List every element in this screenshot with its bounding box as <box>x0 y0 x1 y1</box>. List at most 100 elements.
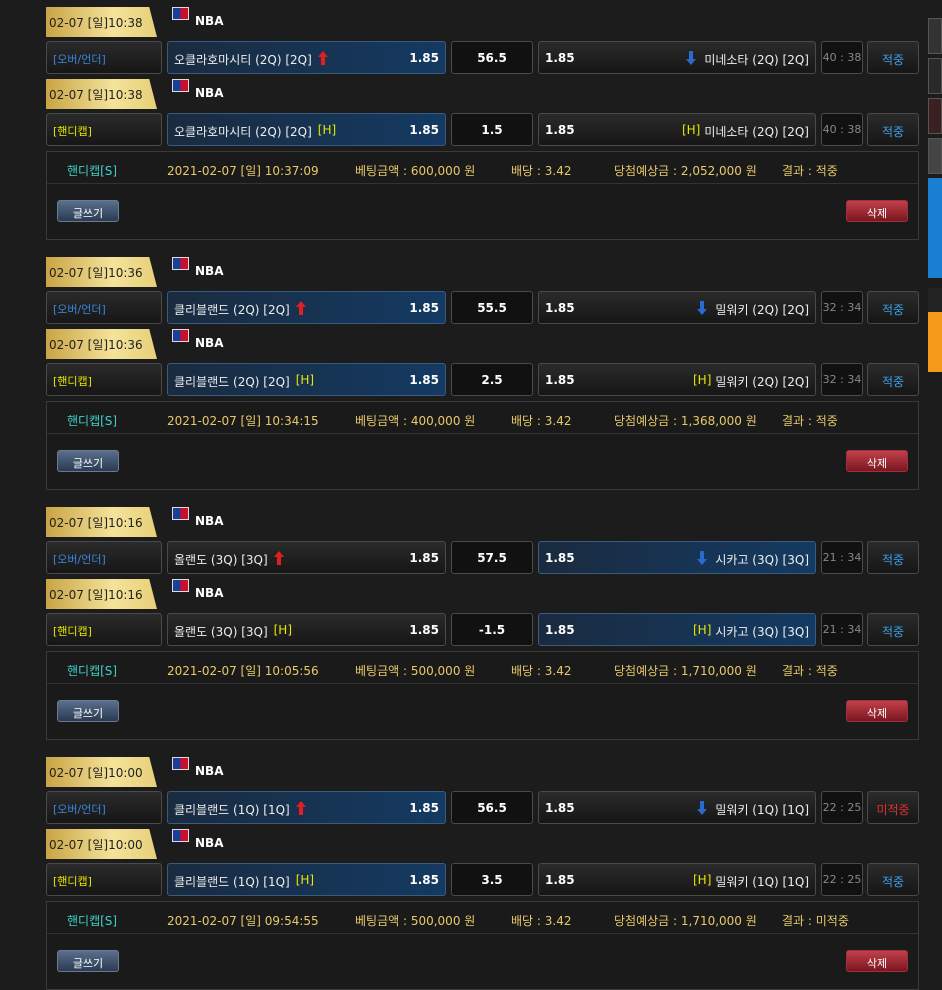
arrow-down <box>686 51 697 65</box>
home-team: 클리블랜드 (2Q) [2Q] <box>174 303 290 317</box>
away-option[interactable]: 1.85 밀워키 (2Q) [2Q] [H] <box>538 363 816 396</box>
away-team: 시카고 (3Q) [3Q] <box>715 553 809 567</box>
bet-type-box: [핸디캡] <box>46 113 162 146</box>
league-flag <box>172 7 189 20</box>
delete-button[interactable]: 삭제 <box>846 950 908 972</box>
summary-result: 결과 : 적중 <box>782 164 838 178</box>
league: NBA <box>195 586 224 600</box>
result-box: 적중 <box>867 41 919 74</box>
summary-result: 결과 : 미적중 <box>782 914 849 928</box>
score: 22 : 25 <box>822 873 862 886</box>
away-option[interactable]: 1.85 미네소타 (2Q) [2Q] [H] <box>538 113 816 146</box>
summary-box: 핸디캡[S] 2021-02-07 [일] 10:05:56 베팅금액 : 500,… <box>46 651 919 740</box>
divider <box>47 433 918 434</box>
bet-type-box: [오버/언더] <box>46 41 162 74</box>
home-option[interactable]: 클리블랜드 (1Q) [1Q] 1.85 <box>167 791 446 824</box>
league: NBA <box>195 836 224 850</box>
summary-payout: 당첨예상금 : 2,052,000 원 <box>614 164 757 178</box>
page: 02-07 [일]10:38 NBA [오버/언더] 오클라호마시티 (2Q) [2Q… <box>46 7 942 990</box>
away-option[interactable]: 1.85 밀워키 (1Q) [1Q] [H] <box>538 863 816 896</box>
away-option[interactable]: 1.85 미네소타 (2Q) [2Q] <box>538 41 816 74</box>
home-team: 오클라호마시티 (2Q) [2Q] <box>174 125 312 139</box>
league-flag <box>172 79 189 92</box>
summary-time: 2021-02-07 [일] 10:05:56 <box>167 664 319 678</box>
away-option[interactable]: 1.85 시카고 (3Q) [3Q] <box>538 541 816 574</box>
bet-type: [오버/언더] <box>53 303 106 316</box>
league-flag <box>172 829 189 842</box>
summary-odds: 배당 : 3.42 <box>511 664 572 678</box>
delete-button[interactable]: 삭제 <box>846 700 908 722</box>
home-team: 클리블랜드 (1Q) [1Q] <box>174 875 290 889</box>
home-team: 클리블랜드 (1Q) [1Q] <box>174 803 290 817</box>
home-option[interactable]: 오클라호마시티 (2Q) [2Q] [H] 1.85 <box>167 113 446 146</box>
write-button[interactable]: 글쓰기 <box>57 200 119 222</box>
line: 2.5 <box>481 373 503 387</box>
date-badge: 02-07 [일]10:00 <box>46 829 157 859</box>
bet-type-box: [핸디캡] <box>46 863 162 896</box>
date-badge: 02-07 [일]10:38 <box>46 7 157 37</box>
result-box: 적중 <box>867 613 919 646</box>
summary-result: 결과 : 적중 <box>782 414 838 428</box>
result: 적중 <box>881 553 905 567</box>
home-team: 오클라호마시티 (2Q) [2Q] <box>174 53 312 67</box>
line-box: 3.5 <box>451 863 533 896</box>
summary-type: 핸디캡[S] <box>67 164 118 178</box>
score-box: 22 : 25 <box>821 863 863 896</box>
write-button[interactable]: 글쓰기 <box>57 450 119 472</box>
arrow-down <box>697 301 708 315</box>
divider <box>47 933 918 934</box>
away-odds: 1.85 <box>545 51 575 65</box>
away-odds: 1.85 <box>545 551 575 565</box>
home-team: 올랜도 (3Q) [3Q] <box>174 625 268 639</box>
arrow-up <box>295 801 306 815</box>
home-option[interactable]: 올랜도 (3Q) [3Q] 1.85 <box>167 541 446 574</box>
result: 미적중 <box>876 803 910 817</box>
summary-result: 결과 : 적중 <box>782 664 838 678</box>
result-box: 적중 <box>867 541 919 574</box>
away-tag: [H] <box>692 373 712 387</box>
league: NBA <box>195 514 224 528</box>
summary-type: 핸디캡[S] <box>67 914 118 928</box>
home-team: 올랜도 (3Q) [3Q] <box>174 553 268 567</box>
away-option[interactable]: 1.85 밀워키 (2Q) [2Q] <box>538 291 816 324</box>
league-flag <box>172 257 189 270</box>
delete-button[interactable]: 삭제 <box>846 450 908 472</box>
summary-odds: 배당 : 3.42 <box>511 914 572 928</box>
league-flag <box>172 757 189 770</box>
home-option[interactable]: 클리블랜드 (2Q) [2Q] [H] 1.85 <box>167 363 446 396</box>
write-button[interactable]: 글쓰기 <box>57 950 119 972</box>
summary-odds: 배당 : 3.42 <box>511 164 572 178</box>
summary-amount: 베팅금액 : 600,000 원 <box>355 164 476 178</box>
write-button[interactable]: 글쓰기 <box>57 700 119 722</box>
home-tag: [H] <box>295 373 315 387</box>
date-badge: 02-07 [일]10:16 <box>46 507 157 537</box>
away-option[interactable]: 1.85 밀워키 (1Q) [1Q] <box>538 791 816 824</box>
date-badge: 02-07 [일]10:38 <box>46 79 157 109</box>
arrow-up <box>295 301 306 315</box>
delete-button[interactable]: 삭제 <box>846 200 908 222</box>
bet-type-box: [오버/언더] <box>46 291 162 324</box>
away-tag: [H] <box>681 123 701 137</box>
summary-amount: 베팅금액 : 400,000 원 <box>355 414 476 428</box>
line-box: 56.5 <box>451 41 533 74</box>
bet-type: [핸디캡] <box>53 625 92 638</box>
summary-payout: 당첨예상금 : 1,710,000 원 <box>614 664 757 678</box>
away-odds: 1.85 <box>545 301 575 315</box>
home-option[interactable]: 클리블랜드 (2Q) [2Q] 1.85 <box>167 291 446 324</box>
away-option[interactable]: 1.85 시카고 (3Q) [3Q] [H] <box>538 613 816 646</box>
home-odds: 1.85 <box>409 301 439 315</box>
result: 적중 <box>881 875 905 889</box>
score-box: 40 : 38 <box>821 113 863 146</box>
score: 32 : 34 <box>822 373 862 386</box>
away-team: 밀워키 (2Q) [2Q] <box>715 303 809 317</box>
score: 21 : 34 <box>822 623 862 636</box>
home-option[interactable]: 오클라호마시티 (2Q) [2Q] 1.85 <box>167 41 446 74</box>
summary-box: 핸디캡[S] 2021-02-07 [일] 10:34:15 베팅금액 : 400,… <box>46 401 919 490</box>
summary-payout: 당첨예상금 : 1,368,000 원 <box>614 414 757 428</box>
line: 55.5 <box>477 301 507 315</box>
away-odds: 1.85 <box>545 623 575 637</box>
home-tag: [H] <box>317 123 337 137</box>
away-odds: 1.85 <box>545 801 575 815</box>
home-option[interactable]: 클리블랜드 (1Q) [1Q] [H] 1.85 <box>167 863 446 896</box>
home-option[interactable]: 올랜도 (3Q) [3Q] [H] 1.85 <box>167 613 446 646</box>
